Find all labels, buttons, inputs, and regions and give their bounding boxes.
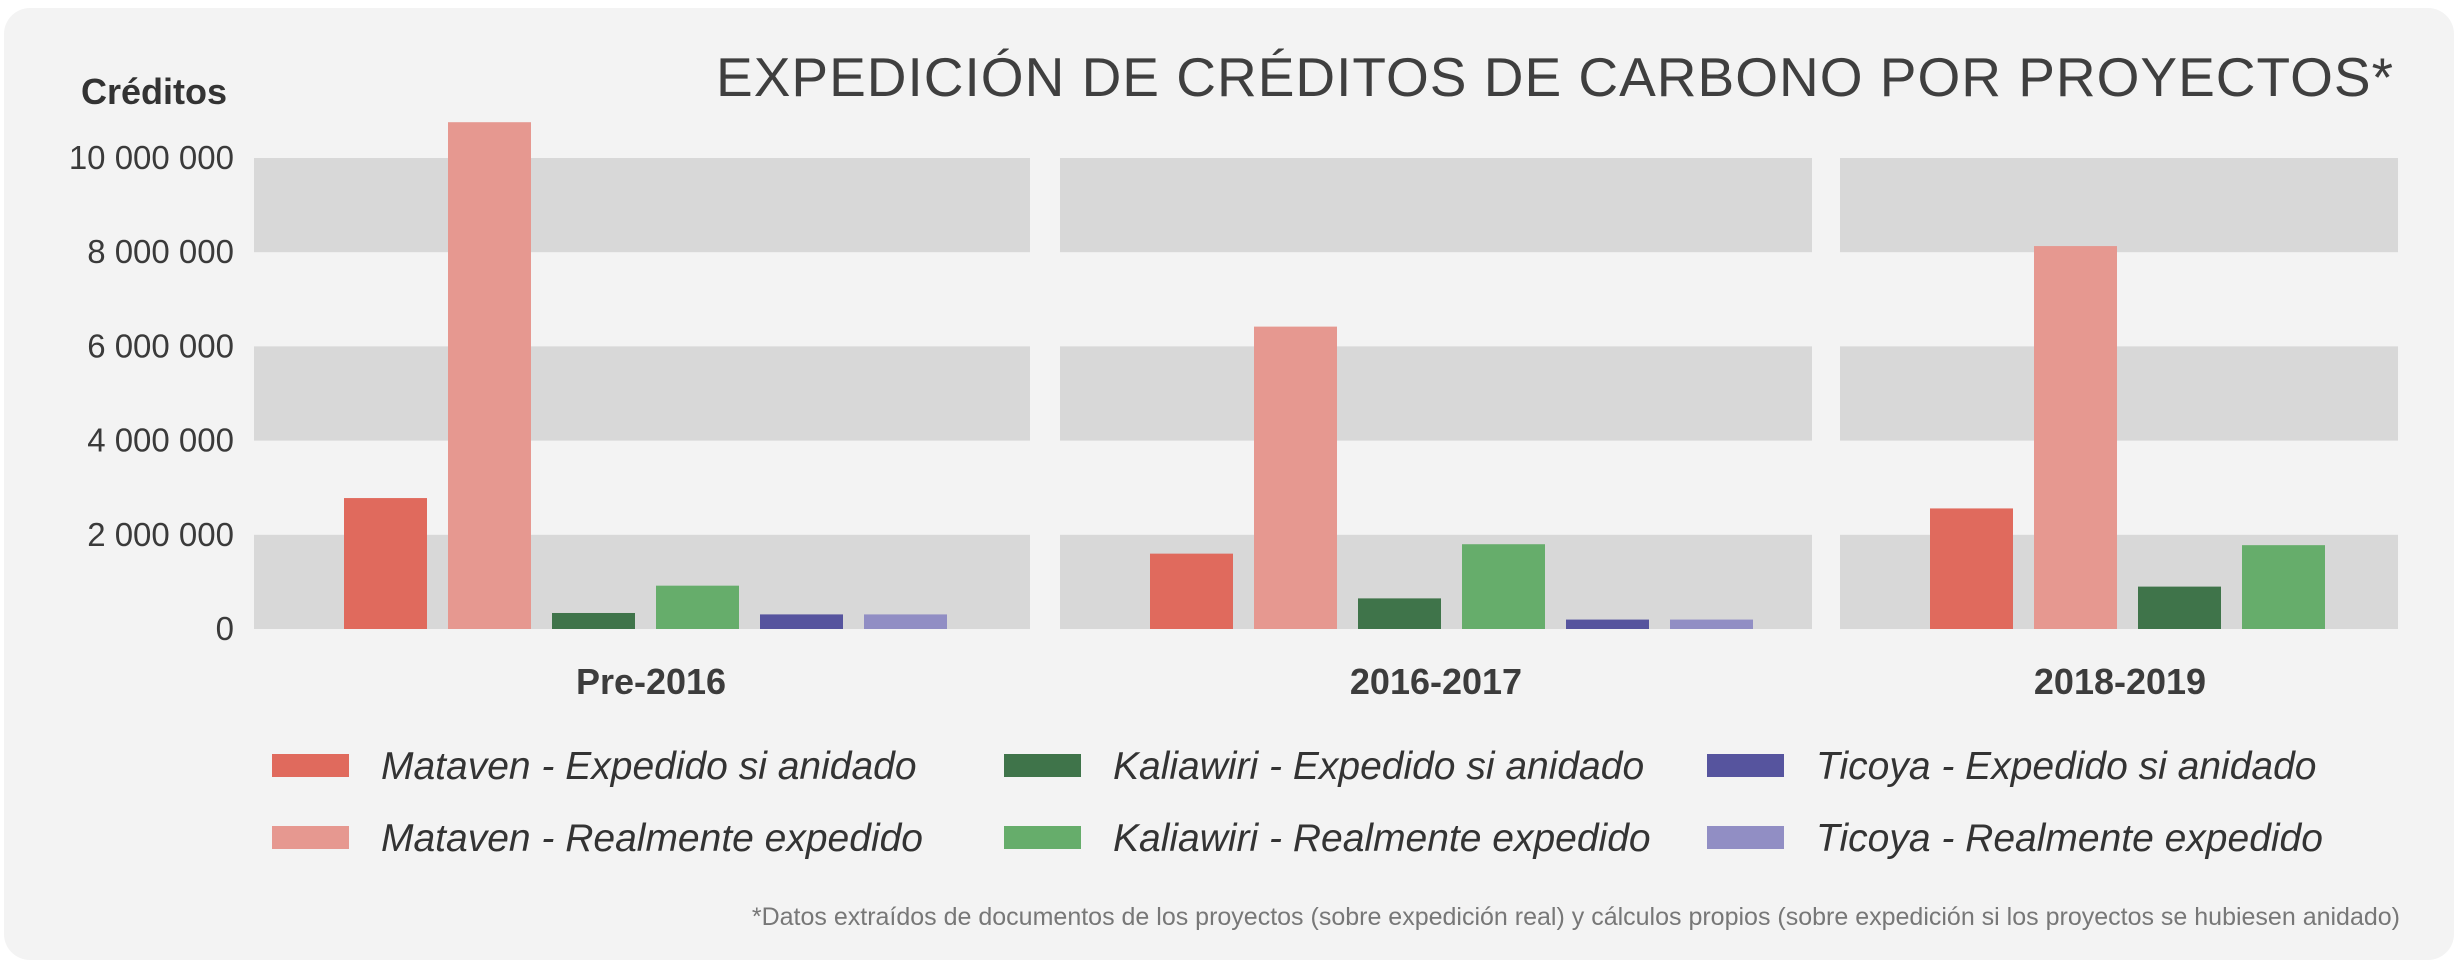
- bar: [760, 614, 843, 629]
- legend-swatch: [272, 826, 349, 849]
- y-tick-label: 10 000 000: [69, 139, 234, 176]
- y-tick-label: 2 000 000: [87, 516, 234, 553]
- x-category-label: 2016-2017: [1350, 661, 1522, 702]
- bar: [1670, 619, 1753, 629]
- legend-swatch: [1004, 826, 1081, 849]
- y-axis-ticks: 0 2 000 000 4 000 000 6 000 000 8 000 000 10 …: [69, 139, 234, 647]
- grid-band: [1060, 158, 1812, 253]
- bar: [2242, 545, 2325, 629]
- y-tick-label: 8 000 000: [87, 233, 234, 270]
- bar: [1254, 326, 1337, 629]
- grid-band: [1060, 346, 1812, 441]
- bar: [552, 612, 635, 629]
- bar: [1930, 508, 2013, 629]
- legend-label: Mataven - Expedido si anidado: [381, 745, 917, 788]
- bar: [864, 614, 947, 629]
- chart-card: 0 2 000 000 4 000 000 6 000 000 8 000 000 10 …: [4, 8, 2454, 960]
- x-category-label: Pre-2016: [576, 661, 726, 702]
- legend-swatch: [1707, 826, 1784, 849]
- legend-label: Ticoya - Realmente expedido: [1816, 817, 2323, 860]
- footnote: *Datos extraídos de documentos de los pr…: [752, 903, 2400, 931]
- bar: [1566, 619, 1649, 629]
- chart-svg: 0 2 000 000 4 000 000 6 000 000 8 000 000 10 …: [69, 46, 2400, 931]
- grid-band: [1840, 158, 2398, 253]
- chart-title: EXPEDICIÓN DE CRÉDITOS DE CARBONO POR PR…: [716, 46, 2394, 108]
- bar: [656, 585, 739, 629]
- x-axis-labels: Pre-2016 2016-2017 2018-2019: [576, 661, 2206, 702]
- legend-label: Kaliawiri - Expedido si anidado: [1113, 745, 1644, 788]
- bar: [2034, 246, 2117, 629]
- grid-band: [1840, 346, 2398, 441]
- legend-swatch: [272, 754, 349, 777]
- bar: [448, 122, 531, 629]
- legend-swatch: [1004, 754, 1081, 777]
- legend: Mataven - Expedido si anidado Mataven - R…: [272, 745, 2323, 860]
- legend-label: Ticoya - Expedido si anidado: [1816, 745, 2316, 788]
- grid-band: [254, 158, 1030, 253]
- bar: [344, 498, 427, 629]
- bar: [2138, 586, 2221, 629]
- legend-label: Mataven - Realmente expedido: [381, 817, 923, 860]
- bar: [1358, 598, 1441, 629]
- legend-swatch: [1707, 754, 1784, 777]
- bar: [1462, 544, 1545, 629]
- bar: [1150, 553, 1233, 629]
- legend-label: Kaliawiri - Realmente expedido: [1113, 817, 1651, 860]
- y-tick-label: 4 000 000: [87, 422, 234, 459]
- bars: [344, 122, 2325, 629]
- grid-bands: [254, 158, 2398, 629]
- y-tick-label: 0: [216, 610, 234, 647]
- y-axis-label: Créditos: [81, 71, 227, 112]
- grid-band: [254, 346, 1030, 441]
- x-category-label: 2018-2019: [2034, 661, 2206, 702]
- y-tick-label: 6 000 000: [87, 327, 234, 364]
